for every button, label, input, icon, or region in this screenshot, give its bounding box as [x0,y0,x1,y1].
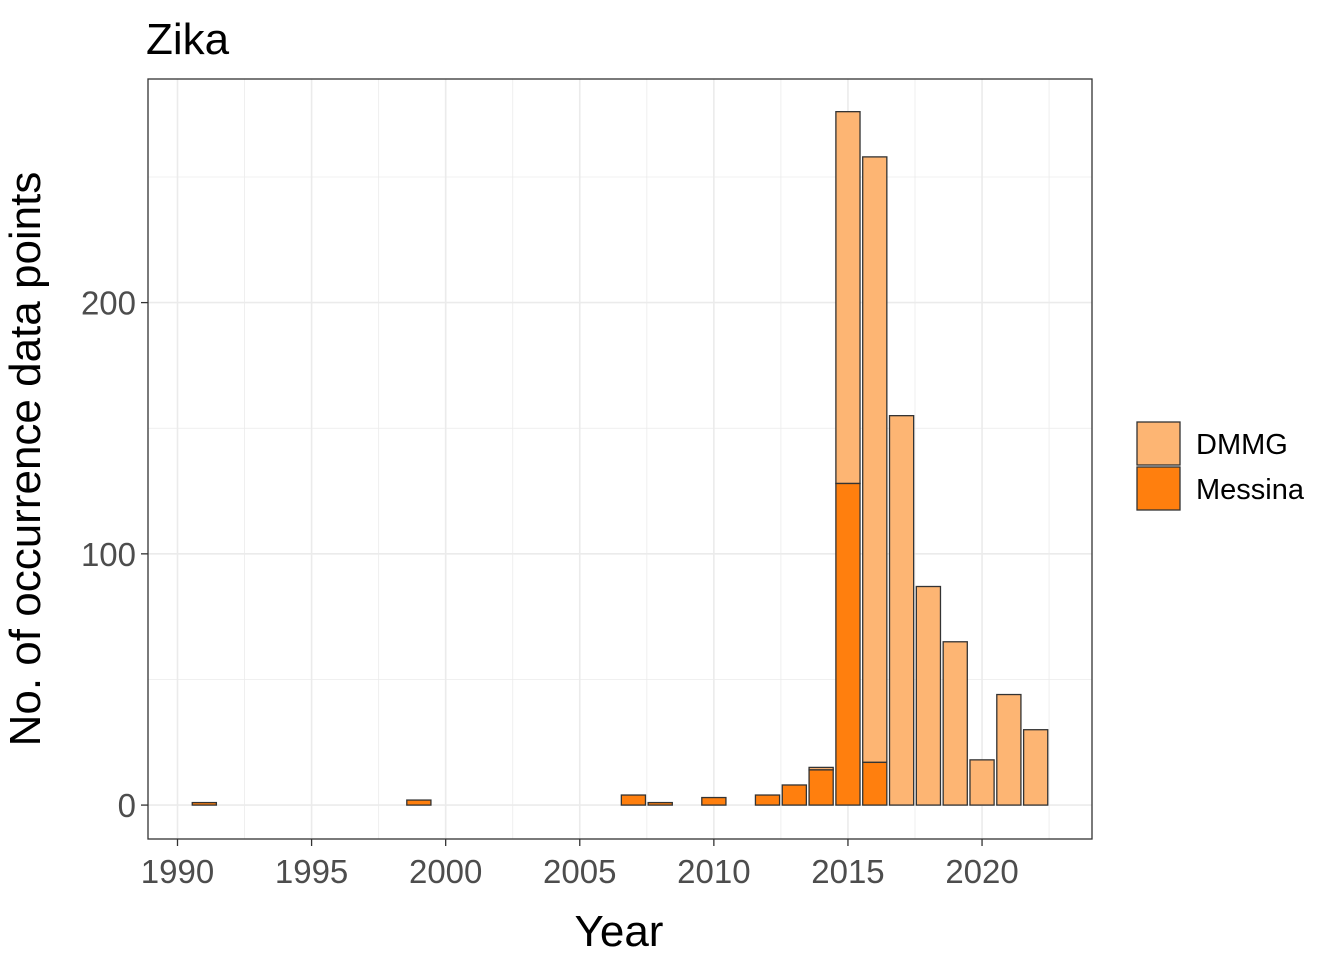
plot-panel-border [147,78,1093,840]
x-tick-label: 2000 [409,853,482,890]
bar-messina-1999 [406,799,432,806]
x-tick-label: 2015 [811,853,884,890]
y-tick-label: 0 [118,787,136,824]
x-tick-label: 2005 [543,853,616,890]
y-axis-title: No. of occurrence data points [1,172,50,747]
legend-label-messina: Messina [1196,474,1305,506]
x-tick-label: 1990 [141,853,214,890]
bar-dmmg-2021 [996,693,1022,806]
bar-messina-1991 [191,801,218,806]
bar-dmmg-2017 [888,415,915,806]
x-tick-label: 1995 [275,853,348,890]
bar-dmmg-2016 [862,156,888,764]
x-tick-label: 2020 [945,853,1018,890]
y-tick-label: 100 [81,536,136,573]
bar-messina-2016 [862,761,888,806]
bar-dmmg-2019 [942,641,968,806]
x-axis-title: Year [575,907,664,956]
bar-messina-2007 [620,794,647,806]
bars [191,111,1049,806]
legend-label-dmmg: DMMG [1196,429,1288,461]
bar-messina-2010 [701,796,727,806]
bar-messina-2015 [835,482,861,806]
legend-key-messina [1136,466,1181,511]
x-tick-label: 2010 [677,853,750,890]
legend-key-dmmg [1136,421,1181,466]
bar-dmmg-2018 [915,585,942,806]
bar-messina-2012 [754,794,781,806]
axes: 1990 1995 2000 2005 2010 2015 2020 0 100 200 [81,285,1019,890]
bar-dmmg-2020 [969,759,995,806]
bar-messina-2013 [781,784,808,806]
bar-messina-2014 [808,769,834,806]
bar-dmmg-2015 [835,111,861,485]
y-tick-label: 200 [81,285,136,322]
bar-dmmg-2022 [1022,729,1049,806]
chart-title: Zika [146,15,230,64]
bar-messina-2008 [647,801,673,806]
legend: DMMG Messina [1136,421,1305,511]
